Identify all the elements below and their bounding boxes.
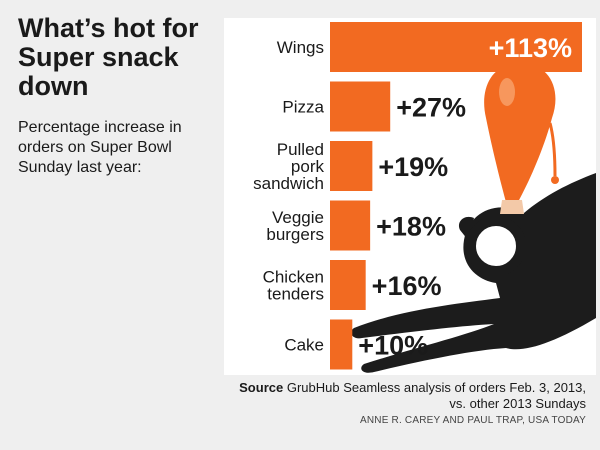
category-label: Pizza: [282, 98, 324, 117]
sauce-drip: [548, 122, 557, 177]
hand-holding-chicken-wing-icon: [351, 63, 596, 373]
chicken-wing: [484, 63, 556, 202]
chart-title: What’s hot for Super snack down: [18, 13, 199, 101]
bar: [330, 260, 366, 310]
hand-shape: [351, 173, 596, 373]
bar: [330, 141, 373, 191]
wing-bone: [500, 200, 524, 214]
bar: [330, 22, 582, 72]
bar: [330, 319, 353, 370]
bar-chart: Wings +113% Pizza +27% Pulled pork sandwich +19…: [253, 22, 596, 373]
source-note: Source GrubHub Seamless analysis of orde…: [224, 380, 586, 412]
hand-thumb: [458, 216, 474, 240]
category-label: Cake: [284, 336, 324, 355]
bar: [330, 200, 371, 251]
value-label: +113%: [489, 33, 572, 63]
credit-line: ANNE R. CAREY AND PAUL TRAP, USA TODAY: [359, 415, 586, 426]
category-label: Chicken tenders: [263, 268, 324, 304]
chart-panel: Wings +113% Pizza +27% Pulled pork sandwich +19…: [224, 18, 596, 375]
source-label: Source: [239, 380, 284, 395]
fist-hole: [471, 221, 521, 271]
category-label: Wings: [277, 38, 324, 57]
chart-subtitle: Percentage increase in orders on Super B…: [18, 119, 182, 176]
value-label: +10%: [358, 331, 428, 361]
bars-group: Wings +113% Pizza +27% Pulled pork sandwich +19…: [253, 22, 582, 370]
bar: [330, 81, 391, 132]
value-label: +19%: [378, 152, 448, 182]
category-label: Veggie burgers: [266, 208, 324, 244]
category-label: Pulled pork sandwich: [253, 140, 324, 193]
value-label: +18%: [376, 212, 446, 242]
source-text: GrubHub Seamless analysis of orders Feb.…: [286, 380, 586, 411]
value-label: +27%: [396, 93, 466, 123]
value-label: +16%: [372, 271, 442, 301]
